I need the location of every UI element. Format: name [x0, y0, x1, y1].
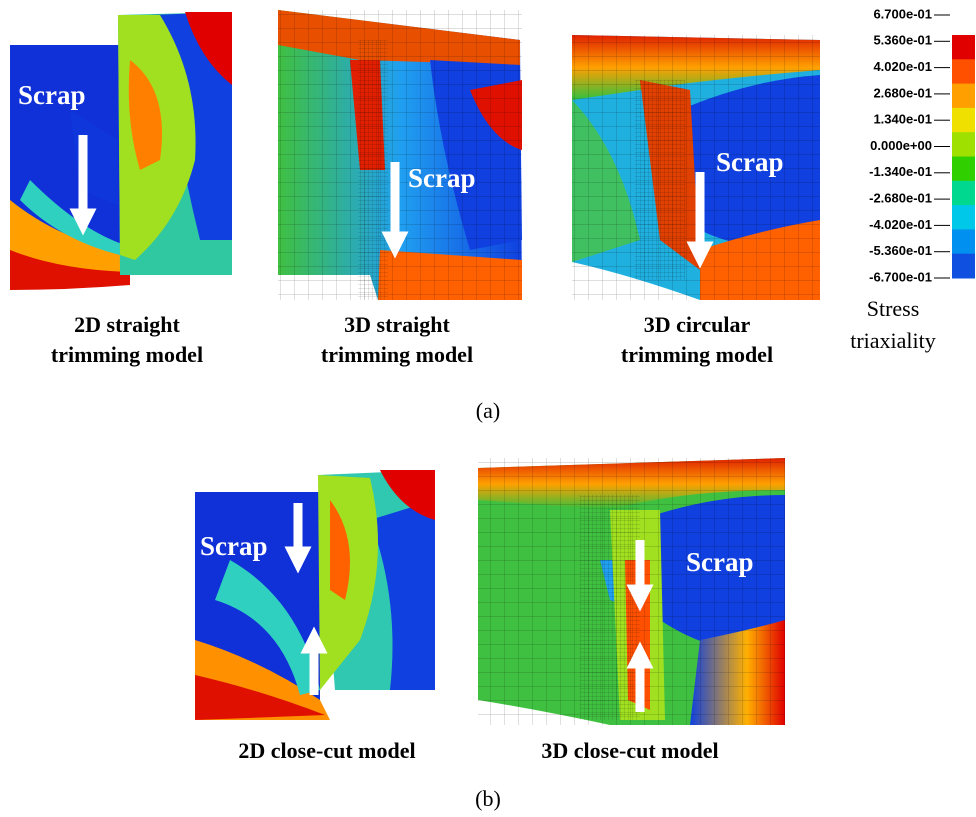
colorbar-swatch	[952, 181, 975, 206]
colorbar-tick-label: -4.020e-01	[869, 217, 932, 232]
colorbar-tick-label: 4.020e-01	[873, 59, 932, 74]
colorbar-swatch	[952, 108, 975, 133]
colorbar-title: triaxiality	[850, 328, 936, 353]
colorbar-tick-label: 2.680e-01	[873, 85, 932, 100]
figure: Scrap Scrap Scrap 6.700e-01 5.360e-01 4.02…	[0, 0, 976, 817]
colorbar-tick-label: 6.700e-01	[873, 6, 932, 21]
scrap-label: Scrap	[686, 547, 754, 577]
caption: 2D straight	[74, 312, 180, 337]
colorbar-swatch	[952, 59, 975, 84]
scrap-label: Scrap	[716, 147, 784, 177]
colorbar-tick-label: 0.000e+00	[870, 138, 932, 153]
caption: trimming model	[621, 342, 773, 367]
colorbar-tick-label: -6.700e-01	[869, 269, 932, 284]
panel-label: (a)	[476, 398, 500, 423]
scrap-label: Scrap	[18, 80, 86, 110]
colorbar: 6.700e-01 5.360e-01 4.020e-01 2.680e-01 1.34…	[869, 6, 975, 284]
colorbar-title: Stress	[867, 296, 920, 321]
colorbar-tick-label: 5.360e-01	[873, 33, 932, 48]
caption: 3D close-cut model	[541, 738, 718, 763]
scrap-label: Scrap	[408, 163, 476, 193]
fem-2d-straight	[10, 12, 232, 290]
colorbar-swatch	[952, 229, 975, 254]
colorbar-swatch	[952, 205, 975, 230]
colorbar-tick-label: -5.360e-01	[869, 243, 932, 258]
colorbar-swatch	[952, 35, 975, 60]
panel-label: (b)	[475, 786, 501, 811]
caption: 3D straight	[344, 312, 450, 337]
caption: 2D close-cut model	[238, 738, 415, 763]
colorbar-tick-label: -2.680e-01	[869, 191, 932, 206]
colorbar-tick-label: -1.340e-01	[869, 164, 932, 179]
scrap-label: Scrap	[200, 531, 268, 561]
fem-3d-straight	[278, 10, 522, 300]
colorbar-swatch	[952, 132, 975, 157]
colorbar-swatch	[952, 254, 975, 279]
caption: trimming model	[321, 342, 473, 367]
fem-3d-close-cut	[478, 458, 785, 725]
caption: trimming model	[51, 342, 203, 367]
colorbar-swatch	[952, 84, 975, 109]
caption: 3D circular	[644, 312, 751, 337]
colorbar-swatch	[952, 157, 975, 182]
colorbar-tick-label: 1.340e-01	[873, 112, 932, 127]
